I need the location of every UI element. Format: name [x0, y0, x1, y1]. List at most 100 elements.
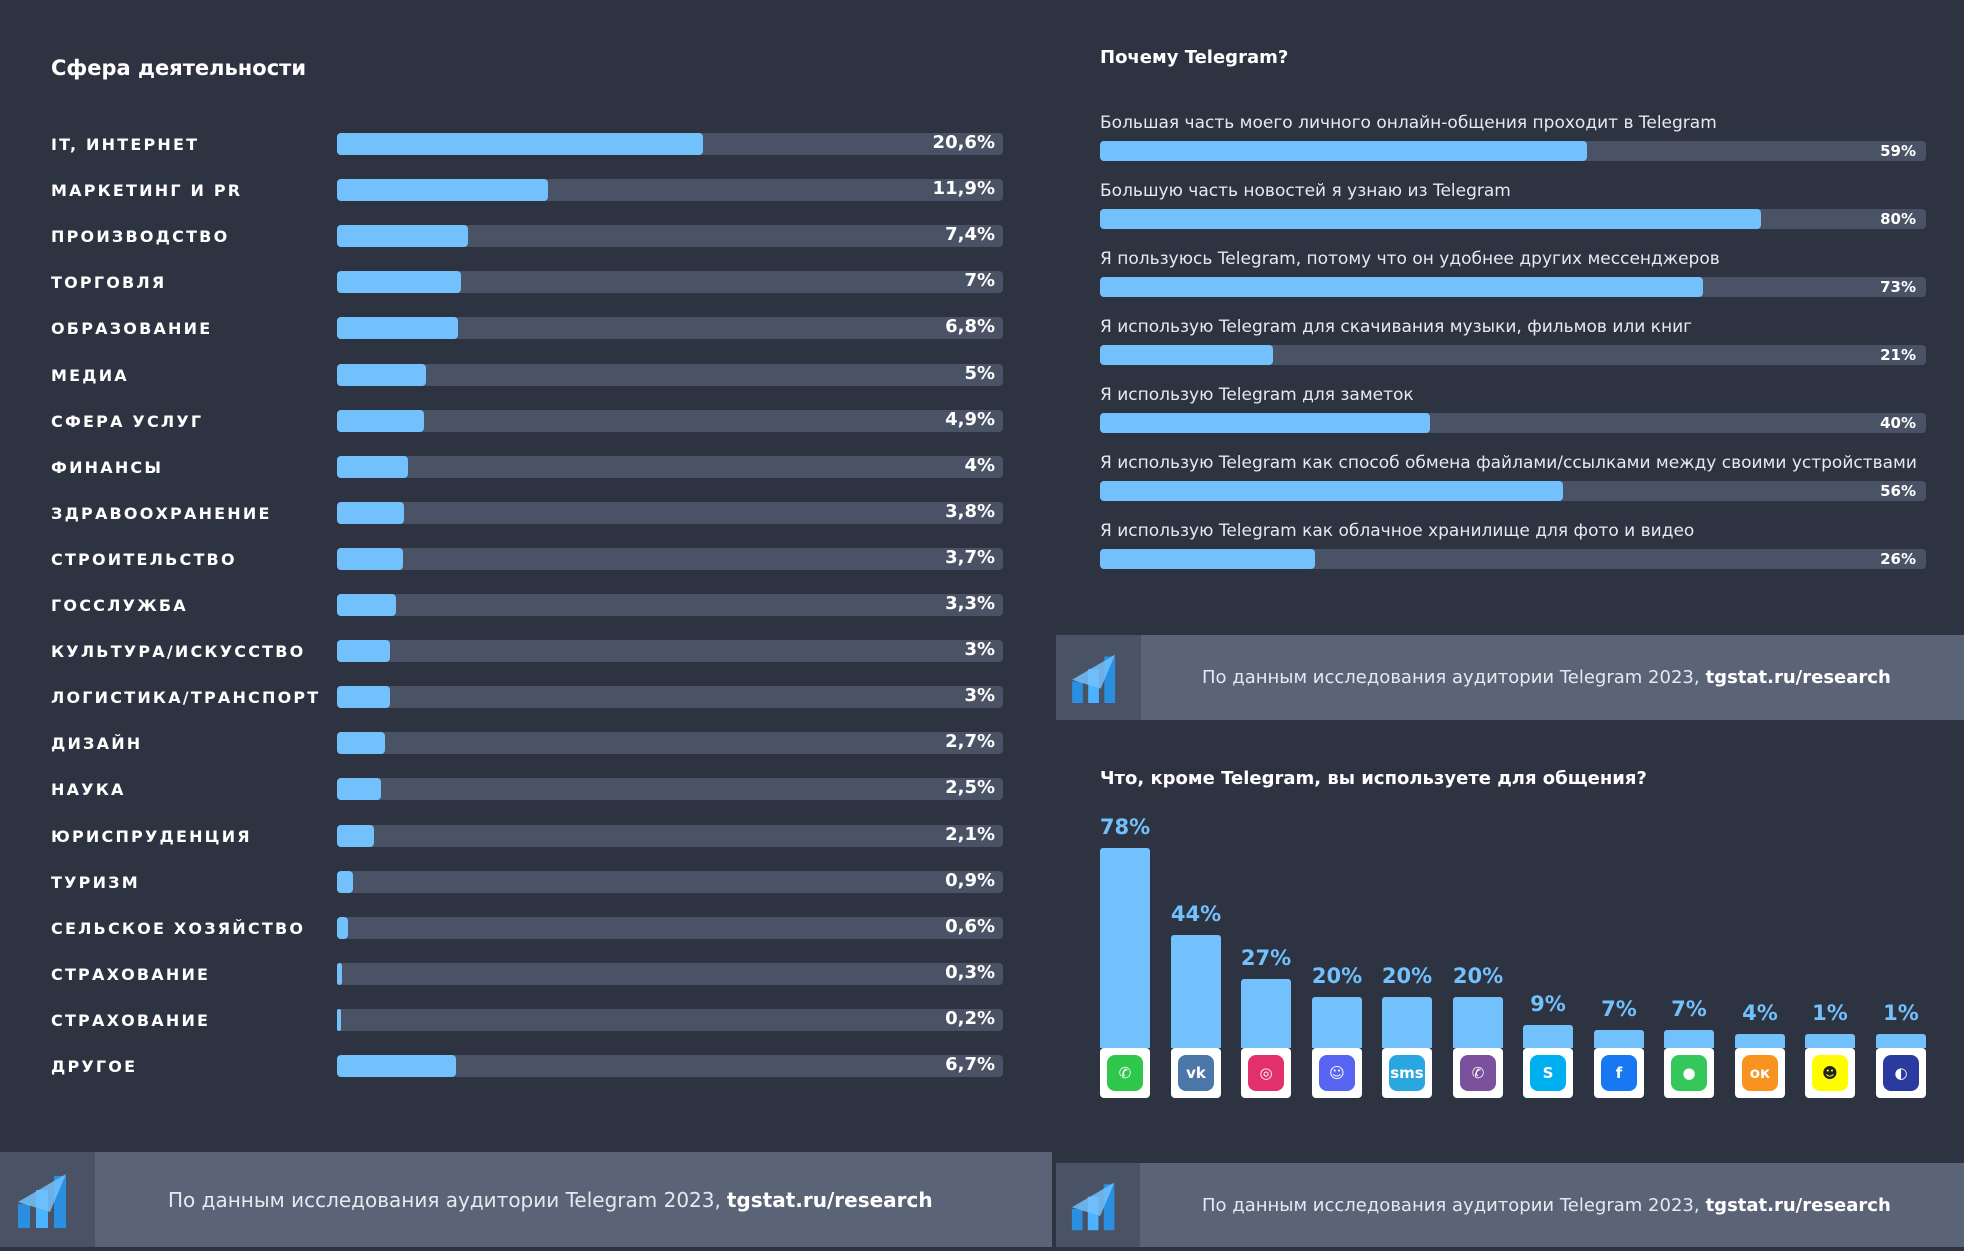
reason-bar-track: 26% [1100, 549, 1926, 569]
bar-track [337, 1009, 1003, 1031]
skype-icon: S [1523, 1048, 1573, 1098]
reason-bar [1100, 277, 1703, 297]
bar-value-label: 3% [964, 685, 995, 706]
category-label: МАРКЕТИНГ И PR [51, 181, 243, 200]
bar-value-label: 0,3% [945, 962, 995, 983]
messenger-bar [1523, 1024, 1573, 1048]
category-label: ДИЗАЙН [51, 734, 143, 753]
source-link[interactable]: tgstat.ru/research [1705, 667, 1891, 688]
bar [337, 732, 385, 754]
bar-value-label: 5% [964, 363, 995, 384]
bar [337, 917, 348, 939]
bar-track [337, 1055, 1003, 1077]
bar-track [337, 778, 1003, 800]
bar-track [337, 456, 1003, 478]
tgstat-logo [1056, 1163, 1140, 1247]
reason-label: Я использую Telegram для скачивания музы… [1100, 317, 1693, 337]
bar-value-label: 20,6% [932, 132, 995, 153]
reason-value-label: 80% [1880, 210, 1916, 228]
discord-icon: ☺ [1312, 1048, 1362, 1098]
tgstat-logo [1056, 635, 1141, 720]
category-label: ЛОГИСТИКА/ТРАНСПОРТ [51, 688, 321, 707]
bar-track [337, 225, 1003, 247]
category-label: ДРУГОЕ [51, 1057, 138, 1076]
messenger-value-label: 4% [1742, 1001, 1778, 1025]
bar [337, 271, 462, 293]
bar-value-label: 3% [964, 639, 995, 660]
bar-value-label: 4% [964, 455, 995, 476]
bar-track [337, 871, 1003, 893]
reason-label: Большая часть моего личного онлайн-общен… [1100, 113, 1717, 133]
messenger-bar [1664, 1030, 1714, 1048]
messenger-bar [1382, 996, 1432, 1048]
messenger-value-label: 20% [1311, 963, 1363, 988]
bar-value-label: 0,6% [945, 916, 995, 937]
reason-bar [1100, 209, 1761, 229]
other-app-glyph: ◐ [1883, 1055, 1919, 1091]
bar [337, 963, 343, 985]
bar-track [337, 179, 1003, 201]
category-label: IT, ИНТЕРНЕТ [51, 135, 200, 154]
category-label: СФЕРА УСЛУГ [51, 412, 204, 431]
reason-label: Я пользуюсь Telegram, потому что он удоб… [1100, 249, 1720, 269]
category-label: КУЛЬТУРА/ИСКУССТВО [51, 642, 306, 661]
bar-track [337, 548, 1003, 570]
reason-bar [1100, 345, 1274, 365]
messenger-bar [1171, 935, 1221, 1048]
discord-glyph: ☺ [1319, 1055, 1355, 1091]
facebook-icon: f [1594, 1048, 1644, 1098]
source-link[interactable]: tgstat.ru/research [726, 1187, 933, 1212]
reason-bar-track: 80% [1100, 209, 1926, 229]
bar [337, 548, 403, 570]
bar-value-label: 3,3% [945, 593, 995, 614]
reason-bar [1100, 481, 1563, 501]
category-label: ГОССЛУЖБА [51, 596, 188, 615]
bar [337, 1009, 341, 1031]
category-label: ЮРИСПРУДЕНЦИЯ [51, 827, 252, 846]
vk-glyph: vk [1178, 1055, 1214, 1091]
bar-value-label: 6,7% [945, 1054, 995, 1075]
tgstat-logo-icon [1071, 1182, 1115, 1231]
messenger-value-label: 20% [1381, 963, 1433, 988]
messenger-bar [1594, 1030, 1644, 1048]
bar [337, 179, 549, 201]
bar-value-label: 2,5% [945, 777, 995, 798]
snapchat-icon: ☻ [1805, 1048, 1855, 1098]
bar-value-label: 3,7% [945, 547, 995, 568]
activity-panel: Сфера деятельности По данным исследовани… [0, 56, 1052, 1247]
odnoklassniki-glyph: ок [1742, 1055, 1778, 1091]
reason-value-label: 73% [1880, 278, 1916, 296]
sms-icon: sms [1382, 1048, 1432, 1098]
messenger-bar [1241, 978, 1291, 1048]
source-text: По данным исследования аудитории Telegra… [168, 1187, 721, 1212]
reason-label: Я использую Telegram как способ обмена ф… [1100, 453, 1917, 473]
bar-track [337, 686, 1003, 708]
why-telegram-panel: Почему Telegram? Большая часть моего лич… [1056, 0, 1964, 720]
bar-track [337, 732, 1003, 754]
snapchat-glyph: ☻ [1812, 1055, 1848, 1091]
reason-label: Большую часть новостей я узнаю из Telegr… [1100, 181, 1511, 201]
messenger-bar [1453, 996, 1503, 1048]
source-footer-top: По данным исследования аудитории Telegra… [1056, 635, 1964, 720]
bar [337, 410, 425, 432]
messenger-value-label: 44% [1170, 902, 1222, 927]
bar [337, 133, 703, 155]
bar-track [337, 364, 1003, 386]
messenger-value-label: 7% [1671, 997, 1707, 1022]
bar-value-label: 2,7% [945, 731, 995, 752]
bar [337, 825, 375, 847]
facebook-glyph: f [1601, 1055, 1637, 1091]
reason-value-label: 21% [1880, 346, 1916, 364]
bar-value-label: 2,1% [945, 824, 995, 845]
category-label: СЕЛЬСКОЕ ХОЗЯЙСТВО [51, 919, 306, 938]
bar [337, 1055, 456, 1077]
source-link[interactable]: tgstat.ru/research [1705, 1194, 1891, 1216]
category-label: НАУКА [51, 780, 126, 799]
other-app-icon: ◐ [1876, 1048, 1926, 1098]
reason-bar [1100, 141, 1588, 161]
skype-glyph: S [1530, 1055, 1566, 1091]
reason-bar [1100, 549, 1315, 569]
category-label: СТРАХОВАНИЕ [51, 965, 211, 984]
bar [337, 594, 396, 616]
source-text: По данным исследования аудитории Telegra… [1202, 1194, 1700, 1216]
